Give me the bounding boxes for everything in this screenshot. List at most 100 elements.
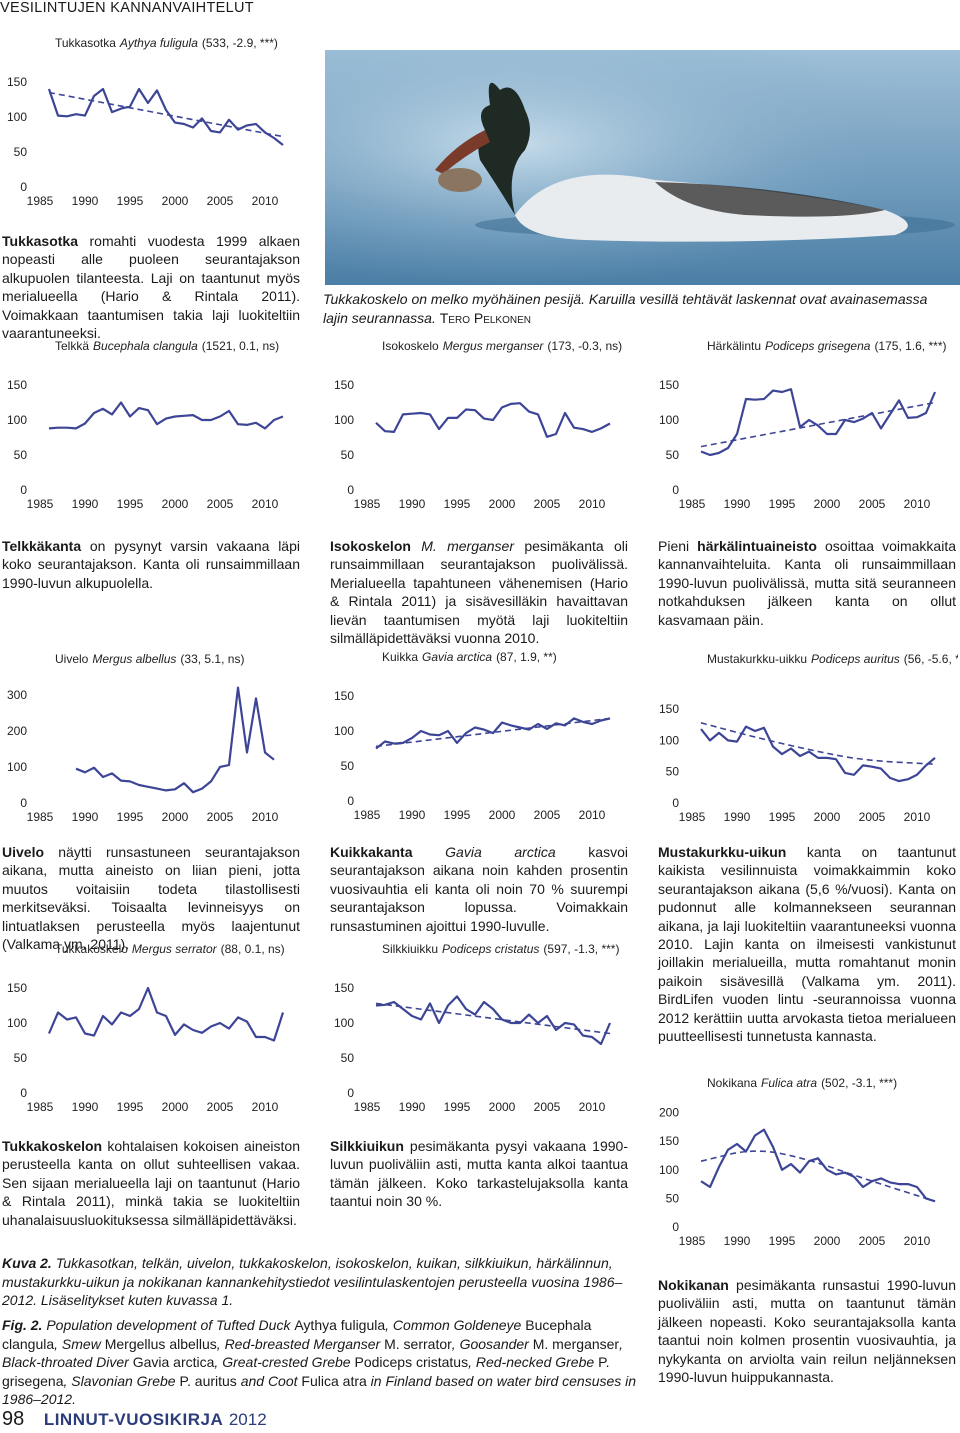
y-tick-label: 150	[334, 378, 354, 392]
text-run: pesimäkanta oli runsaimmillaan seurantaj…	[330, 538, 629, 647]
text-run: härkälintuaineisto	[697, 538, 817, 554]
species-latin: Mergus albellus	[92, 652, 176, 666]
footer: 98 LINNUT-VUOSIKIRJA 2012	[2, 1408, 267, 1431]
species-name: Härkälintu	[707, 339, 761, 353]
y-tick-label: 0	[672, 796, 679, 810]
paragraph: Telkkäkanta on pysynyt varsin vakaana lä…	[2, 537, 300, 592]
y-tick-label: 0	[672, 483, 679, 497]
x-tick-label: 1985	[354, 808, 381, 822]
text-run: M. merganser	[532, 1335, 620, 1352]
y-tick-label: 150	[7, 981, 27, 995]
y-tick-label: 100	[334, 724, 354, 738]
species-latin: Fulica atra	[761, 1076, 817, 1090]
title-stats: (175, 1.6, ***)	[874, 339, 946, 353]
x-tick-label: 2005	[859, 1234, 886, 1248]
journal-year: 2012	[228, 1410, 267, 1429]
paragraph: Pieni härkälintuaineisto osoittaa voimak…	[658, 537, 956, 629]
species-name: Uivelo	[55, 652, 89, 666]
series-line	[375, 402, 611, 438]
x-tick-label: 2000	[162, 1100, 189, 1114]
chart-title: Uivelo Mergus albellus (33, 5.1, ns)	[55, 652, 244, 666]
series-line	[47, 986, 285, 1042]
text-run: , Red-necked Grebe	[468, 1354, 599, 1371]
y-tick-label: 300	[7, 688, 27, 702]
text-run: Fig. 2.	[2, 1317, 43, 1333]
text-run: Nokikanan	[658, 1277, 729, 1293]
text-run: Gavia arctica	[445, 844, 556, 860]
x-tick-label: 2010	[579, 808, 606, 822]
series-line	[375, 995, 612, 1046]
text-run: on pysynyt varsin vakaana läpi koko seur…	[2, 538, 300, 591]
text-run: Tukkasotka	[2, 233, 78, 249]
photo-caption: Tukkakoskelo on melko myöhäinen pesijä. …	[323, 290, 943, 327]
y-tick-label: 50	[14, 145, 28, 159]
chart: Uivelo Mergus albellus (33, 5.1, ns) 0 100 20…	[7, 652, 279, 824]
text-run: Bucephala clangula	[2, 1317, 592, 1352]
x-tick-label: 2005	[534, 1100, 561, 1114]
paragraph: Silkkiuikun pesimäkanta pysyi vakaana 19…	[330, 1137, 628, 1211]
x-tick-label: 1995	[117, 497, 144, 511]
y-tick-label: 0	[20, 483, 27, 497]
paragraph: Tukkakoskelon kohtalaisen kokoisen ainei…	[2, 1137, 300, 1229]
title-stats: (33, 5.1, ns)	[180, 652, 244, 666]
species-name: Tukkakoskelo	[55, 942, 128, 956]
text-run: , Red-breasted Merganser	[216, 1335, 385, 1352]
species-latin: Mergus serrator	[132, 942, 218, 956]
x-tick-label: 1995	[117, 194, 144, 208]
y-tick-label: 100	[659, 413, 679, 427]
species-name: Nokikana	[707, 1076, 757, 1090]
figure-caption-en: Fig. 2. Population development of Tufted…	[2, 1316, 642, 1409]
chart-title: Isokoskelo Mergus merganser (173, -0.3, ns…	[382, 339, 622, 353]
x-tick-label: 1985	[679, 497, 706, 511]
text-run: , Black-throated Diver	[2, 1335, 623, 1371]
text-run: Fulica atra	[301, 1372, 367, 1389]
x-tick-label: 1995	[117, 810, 144, 824]
x-tick-label: 2005	[207, 194, 234, 208]
title-stats: (1521, 0.1, ns)	[202, 339, 279, 353]
text-run: in Finland based on water bird censuses …	[2, 1372, 637, 1408]
x-tick-label: 1995	[444, 497, 471, 511]
chart: Tukkasotka Aythya fuligula (533, -2.9, ***…	[7, 36, 284, 208]
y-tick-label: 150	[334, 981, 354, 995]
x-tick-label: 1995	[117, 1100, 144, 1114]
chart-title: Silkkiuikku Podiceps cristatus (597, -1.3,…	[382, 942, 619, 956]
journal: LINNUT-VUOSIKIRJA	[43, 1410, 224, 1429]
x-tick-label: 2010	[904, 497, 931, 511]
x-tick-label: 2000	[162, 497, 189, 511]
text-run: osoittaa voimakkaita kannanvaihteluita. …	[658, 538, 956, 628]
x-tick-label: 1995	[769, 497, 796, 511]
species-latin: Mergus merganser	[443, 339, 545, 353]
paragraph: Mustakurkku-uikun kanta on taantunut kai…	[658, 843, 956, 1045]
y-tick-label: 100	[659, 1163, 679, 1177]
x-tick-label: 1990	[399, 497, 426, 511]
paragraph: Uivelo näytti runsastuneen seurantajakso…	[2, 843, 300, 953]
chart-title: Nokikana Fulica atra (502, -3.1, ***)	[707, 1076, 897, 1090]
x-tick-label: 2010	[904, 1234, 931, 1248]
text-run: kohtalaisen kokoisen aineiston perusteel…	[2, 1138, 300, 1228]
x-tick-label: 2000	[814, 497, 841, 511]
x-tick-label: 1990	[724, 497, 751, 511]
y-tick-label: 100	[334, 1016, 354, 1030]
text-run: , Smew	[54, 1335, 105, 1352]
y-tick-label: 50	[341, 1051, 355, 1065]
chart: Mustakurkku-uikku Podiceps auritus (56, -5…	[659, 652, 958, 824]
title-stats: (87, 1.9, **)	[496, 650, 557, 664]
running-title: VESILINTUJEN KANNANVAIHTELUT	[0, 0, 254, 16]
x-tick-label: 1995	[444, 1100, 471, 1114]
chart: Telkkä Bucephala clangula (1521, 0.1, ns) 0…	[7, 339, 284, 511]
y-tick-label: 0	[20, 180, 27, 194]
species-name: Tukkasotka	[55, 36, 116, 50]
text-run: Tero Pelkonen	[439, 309, 531, 326]
x-tick-label: 2005	[207, 497, 234, 511]
x-tick-label: 2000	[489, 808, 516, 822]
series-line	[700, 725, 936, 783]
title-stats: (88, 0.1, ns)	[221, 942, 285, 956]
x-tick-label: 1990	[399, 808, 426, 822]
x-tick-label: 2005	[534, 497, 561, 511]
y-tick-label: 0	[672, 1220, 679, 1234]
y-tick-label: 150	[7, 378, 27, 392]
text-run: M. merganser	[421, 538, 515, 554]
text-run: , Common Goldeneye	[385, 1317, 526, 1333]
